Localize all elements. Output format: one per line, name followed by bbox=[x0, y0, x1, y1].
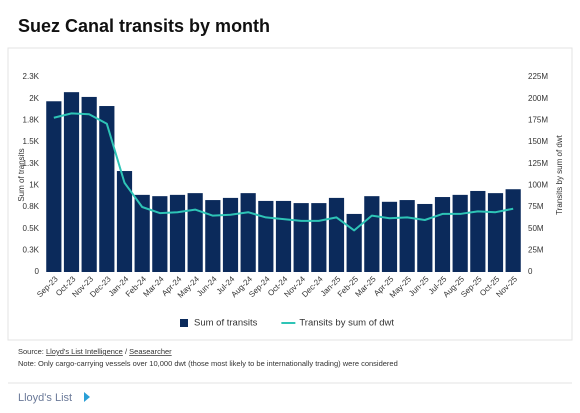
y-tick-label: 1.3K bbox=[23, 159, 40, 168]
y-tick-label: 2K bbox=[29, 94, 39, 103]
bar bbox=[505, 189, 521, 272]
y2-tick-label: 0 bbox=[528, 267, 533, 276]
line bbox=[53, 112, 514, 232]
bar bbox=[470, 190, 486, 272]
legend-swatch bbox=[180, 319, 188, 327]
y2-tick-label: 100M bbox=[528, 180, 548, 189]
y2-axis-title: Transits by sum of dwt bbox=[555, 134, 564, 215]
chart-title: Suez Canal transits by month bbox=[18, 16, 270, 36]
x-tick-label: Jun-24 bbox=[195, 274, 219, 298]
bar bbox=[417, 203, 433, 272]
bar bbox=[258, 200, 274, 272]
y2-tick-label: 50M bbox=[528, 224, 544, 233]
bar bbox=[63, 92, 80, 273]
bar bbox=[452, 194, 468, 272]
note: Note: Only cargo-carrying vessels over 1… bbox=[18, 359, 398, 368]
chart-panel bbox=[7, 47, 573, 341]
source-separator: / bbox=[125, 347, 128, 356]
bar bbox=[328, 197, 345, 272]
source-label: Source: bbox=[18, 347, 44, 356]
y-tick-label: 2.3K bbox=[23, 72, 40, 81]
y-tick-label: 0.5K bbox=[23, 224, 40, 233]
source-link[interactable]: Lloyd's List Intelligence bbox=[46, 347, 123, 356]
bar bbox=[487, 193, 504, 272]
bar bbox=[205, 200, 221, 272]
source-link[interactable]: Seasearcher bbox=[129, 347, 172, 356]
bar bbox=[46, 101, 62, 273]
y2-tick-label: 125M bbox=[528, 159, 548, 168]
bar bbox=[99, 106, 115, 273]
y2-tick-label: 175M bbox=[528, 115, 548, 124]
y2-tick-label: 25M bbox=[528, 245, 544, 254]
bar bbox=[240, 193, 256, 272]
bar bbox=[381, 201, 398, 272]
y2-tick-label: 75M bbox=[528, 202, 544, 211]
y2-tick-label: 225M bbox=[528, 72, 548, 81]
bar bbox=[81, 96, 97, 272]
brand: Lloyd's List bbox=[18, 392, 72, 404]
bar bbox=[311, 203, 327, 272]
y2-tick-label: 200M bbox=[528, 94, 548, 103]
bar bbox=[364, 196, 380, 272]
brand-icon bbox=[84, 392, 90, 402]
x-tick-label: Jun-25 bbox=[407, 274, 431, 298]
y-tick-label: 0.3K bbox=[23, 245, 40, 254]
y-tick-label: 1K bbox=[29, 180, 39, 189]
bar bbox=[187, 193, 203, 272]
bar bbox=[222, 197, 239, 272]
y-tick-label: 1.5K bbox=[23, 137, 40, 146]
bar bbox=[346, 213, 362, 272]
y-axis-title: Sum of transits bbox=[17, 148, 26, 201]
bar bbox=[152, 196, 168, 272]
y2-tick-label: 150M bbox=[528, 137, 548, 146]
y-tick-label: 0 bbox=[35, 267, 40, 276]
bar bbox=[293, 203, 309, 272]
bar bbox=[399, 200, 415, 272]
y-tick-label: 0.8K bbox=[23, 202, 40, 211]
bar bbox=[134, 194, 150, 272]
x-tick-label: Sep-23 bbox=[35, 274, 60, 299]
bar bbox=[116, 171, 133, 272]
y-tick-label: 1.8K bbox=[23, 115, 40, 124]
bar bbox=[275, 200, 292, 272]
bar bbox=[434, 197, 451, 272]
bar bbox=[169, 194, 186, 272]
legend-label: Transits by sum of dwt bbox=[299, 318, 394, 329]
legend-label: Sum of transits bbox=[194, 318, 258, 329]
source: Source: Lloyd's List Intelligence / Seas… bbox=[18, 347, 172, 356]
